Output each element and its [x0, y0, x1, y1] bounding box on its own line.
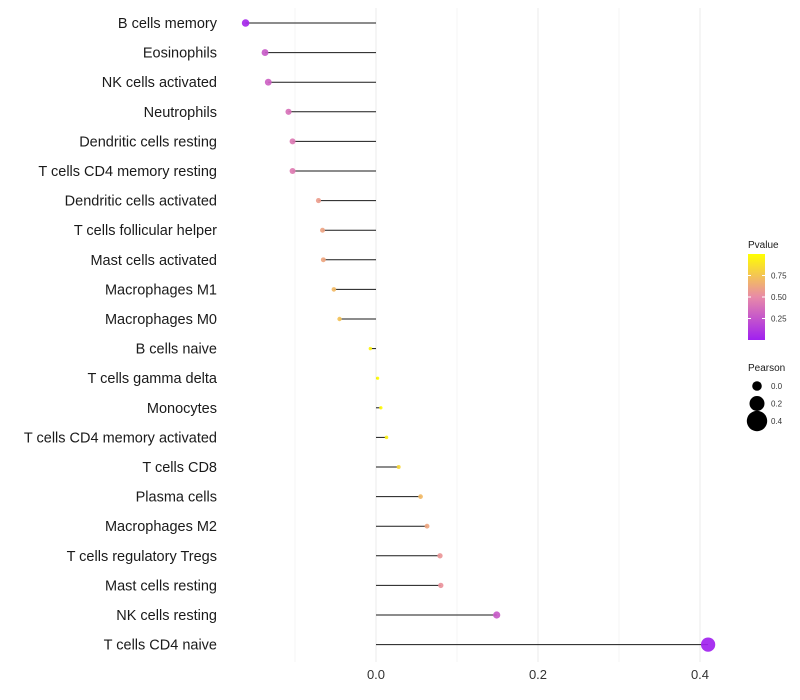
category-label: Neutrophils	[144, 105, 217, 121]
category-label: B cells naive	[136, 342, 217, 358]
lollipop-point	[285, 108, 292, 115]
category-label: Macrophages M2	[105, 519, 217, 535]
lollipop-point	[437, 553, 443, 559]
category-label: NK cells activated	[102, 75, 217, 91]
category-label: T cells CD4 naive	[104, 638, 217, 654]
pvalue-legend: Pvalue 0.25 0.50 0.75	[748, 240, 787, 340]
colorbar-tick-label: 0.75	[771, 272, 787, 281]
category-label: Mast cells activated	[90, 253, 217, 269]
lollipop-point	[320, 227, 326, 233]
x-axis-ticks: 0.0 0.2 0.4	[367, 667, 709, 682]
pearson-size-key	[752, 381, 762, 391]
category-label: Eosinophils	[143, 46, 217, 62]
pearson-size-key	[749, 396, 765, 411]
lollipop-point	[493, 611, 501, 619]
lollipop-point	[379, 406, 383, 410]
pearson-size-label: 0.4	[771, 417, 783, 426]
lollipop-point	[315, 198, 322, 204]
category-label: Macrophages M0	[105, 312, 217, 328]
pearson-size-label: 0.0	[771, 382, 783, 391]
category-label: B cells memory	[118, 16, 218, 32]
point-layer	[241, 19, 716, 652]
category-label: Mast cells resting	[105, 578, 217, 594]
category-label: Plasma cells	[136, 490, 217, 506]
colorbar-tick-label: 0.25	[771, 315, 787, 324]
lollipop-point	[337, 316, 342, 322]
x-tick-label: 0.2	[529, 667, 547, 682]
x-tick-label: 0.4	[691, 667, 709, 682]
category-label: NK cells resting	[116, 608, 217, 624]
category-labels: B cells memory Eosinophils NK cells activa…	[24, 16, 218, 654]
pearson-legend: Pearson 0.0 0.2 0.4	[746, 363, 785, 432]
colorbar-tick-label: 0.50	[771, 293, 787, 302]
lollipop-point	[424, 523, 430, 529]
lollipop-point	[264, 78, 272, 86]
lollipop-point	[289, 168, 296, 174]
lollipop-point	[396, 465, 401, 469]
category-label: T cells CD4 memory activated	[24, 430, 217, 446]
lollipop-point	[384, 435, 389, 440]
lollipop-point	[331, 287, 337, 292]
category-label: Dendritic cells activated	[65, 194, 217, 210]
lollipop-point	[438, 582, 444, 589]
pvalue-colorbar	[748, 254, 765, 340]
category-label: Monocytes	[147, 401, 217, 417]
lollipop-point	[320, 257, 326, 263]
lollipop-point	[375, 376, 380, 380]
lollipop-point	[418, 494, 423, 499]
category-label: Dendritic cells resting	[79, 134, 217, 150]
x-tick-label: 0.0	[367, 667, 385, 682]
stem-layer	[245, 22, 709, 646]
grid-layer	[294, 8, 701, 662]
category-label: T cells gamma delta	[88, 371, 218, 387]
lollipop-point	[241, 19, 250, 27]
pearson-legend-title: Pearson	[748, 363, 785, 374]
category-label: T cells regulatory Tregs	[67, 549, 217, 565]
category-label: T cells follicular helper	[74, 223, 217, 239]
lollipop-point	[368, 346, 373, 351]
lollipop-point	[261, 49, 269, 57]
category-label: T cells CD8	[142, 460, 217, 476]
pearson-size-keys: 0.0 0.2 0.4	[746, 381, 783, 432]
pearson-size-key	[746, 410, 768, 432]
pvalue-colorbar-ticks: 0.25 0.50 0.75	[748, 272, 787, 324]
pearson-size-label: 0.2	[771, 400, 783, 409]
category-label: T cells CD4 memory resting	[38, 164, 217, 180]
category-label: Macrophages M1	[105, 282, 217, 298]
lollipop-point	[289, 138, 296, 145]
pvalue-legend-title: Pvalue	[748, 240, 779, 251]
lollipop-point	[700, 637, 716, 652]
